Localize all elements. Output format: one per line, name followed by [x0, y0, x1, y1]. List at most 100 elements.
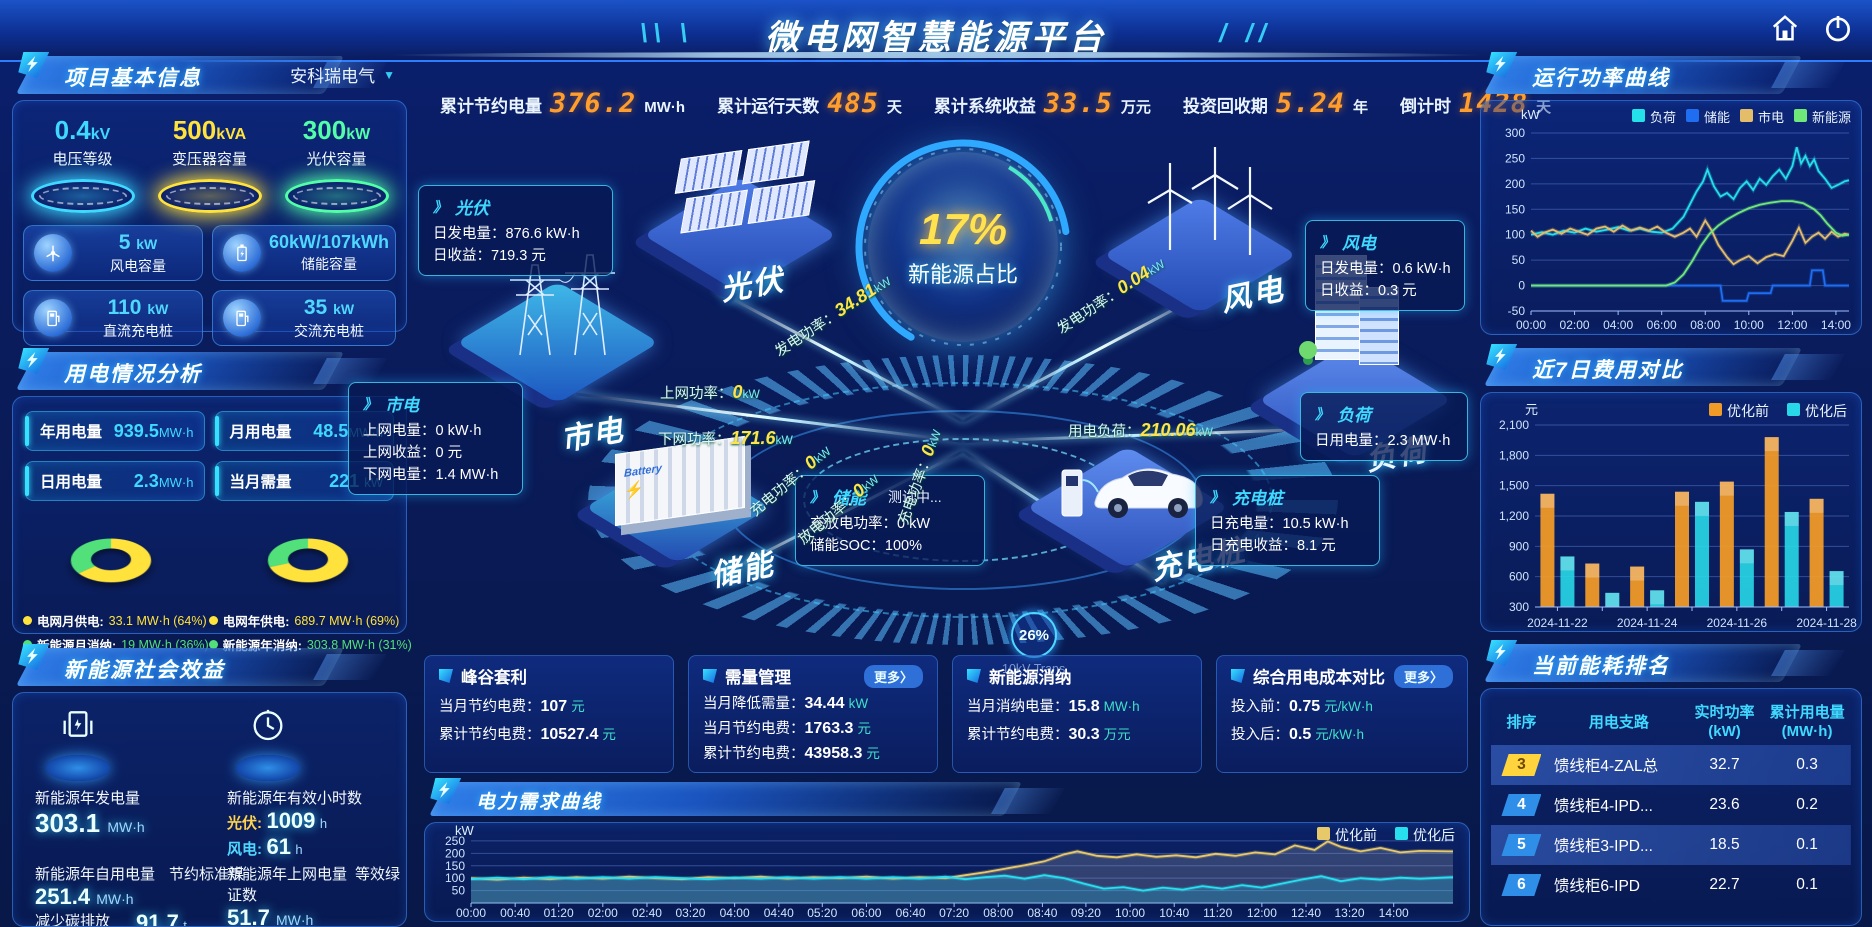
svg-text:04:00: 04:00: [720, 906, 750, 920]
panel-project-info: 项目基本信息 安科瑞电气 ▼ 0.4kV 电压等级 500kVA 变压器容量 3…: [12, 56, 407, 332]
self-use-item: 新能源年自用电量节约标准煤 251.4 MW·h 减少碳排放 176.1 t 9…: [35, 863, 244, 927]
power-legend: 负荷 储能 市电 新能源: [1632, 107, 1851, 126]
svg-text:2024-11-22: 2024-11-22: [1527, 616, 1588, 630]
y-axis-unit: 元: [1525, 399, 1538, 418]
svg-text:00:40: 00:40: [500, 906, 530, 920]
svg-text:10:00: 10:00: [1115, 906, 1145, 920]
hours-pedestal: [231, 707, 305, 781]
legend-item[interactable]: 新能源: [1794, 107, 1851, 126]
hours-wind: 风电: 61 h: [227, 834, 362, 860]
rank-badge: 5: [1501, 834, 1541, 856]
hours-label: 新能源年有效小时数: [227, 787, 362, 808]
demand-legend: 优化前 优化后: [1317, 825, 1455, 845]
panel-title: 近7日费用对比: [1532, 354, 1684, 384]
svg-text:900: 900: [1509, 539, 1529, 553]
kpi-system-income: 累计系统收益 33.5 万元: [918, 88, 1167, 119]
wind-turbine-icon: [34, 234, 72, 272]
svg-text:06:00: 06:00: [851, 906, 881, 920]
table-row[interactable]: 4 馈线柜4-IPD... 23.6 0.2: [1491, 785, 1851, 825]
svg-text:50: 50: [1512, 253, 1526, 267]
hours-pv: 光伏: 1009 h: [227, 808, 362, 834]
arrow-icon: 》: [363, 394, 377, 414]
company-dropdown[interactable]: 安科瑞电气 ▼: [290, 62, 395, 87]
legend-item[interactable]: 储能: [1686, 107, 1730, 126]
svg-text:14:00: 14:00: [1821, 318, 1851, 332]
svg-text:2024-11-28: 2024-11-28: [1796, 616, 1857, 630]
svg-text:600: 600: [1509, 570, 1529, 584]
svg-text:14:00: 14:00: [1379, 906, 1409, 920]
legend-item[interactable]: 优化后: [1395, 825, 1455, 845]
svg-text:200: 200: [1505, 177, 1525, 191]
top-bar: \\ \ 微电网智慧能源平台 / //: [0, 0, 1872, 62]
svg-text:300: 300: [1509, 600, 1529, 614]
panel-title: 当前能耗排名: [1532, 650, 1670, 680]
svg-text:12:00: 12:00: [1777, 318, 1807, 332]
svg-text:06:40: 06:40: [896, 906, 926, 920]
legend-item[interactable]: 优化前: [1317, 825, 1377, 845]
legend-item[interactable]: 市电: [1740, 107, 1784, 126]
glow-disc: [158, 179, 262, 213]
svg-text:2,100: 2,100: [1499, 419, 1529, 432]
legend-item[interactable]: 优化后: [1787, 401, 1847, 421]
svg-text:250: 250: [1505, 151, 1525, 165]
kpi-run-days: 累计运行天数 485 天: [701, 88, 918, 119]
battery-icon: [223, 234, 261, 272]
svg-text:00:00: 00:00: [456, 906, 486, 920]
wind-info-box: 》风电 日发电量：0.6 kW·h 日收益：0.3 元: [1305, 220, 1465, 311]
gen-label: 新能源年发电量: [35, 787, 145, 808]
y-axis-unit: kW: [1521, 107, 1540, 122]
more-button[interactable]: 更多〉: [1394, 665, 1453, 688]
table-row[interactable]: 6 馈线柜6-IPD 22.7 0.1: [1491, 865, 1851, 905]
svg-text:13:20: 13:20: [1335, 906, 1365, 920]
glow-disc: [285, 179, 389, 213]
svg-text:00:00: 00:00: [1516, 318, 1546, 332]
gauge-arcs: [852, 136, 1074, 358]
power-curve-chart: -50 0 50 100 150 200 250 300 00:00 02:00 04:00 06:0…: [1485, 125, 1857, 338]
kpi-saved-energy: 累计节约电量 376.2 MW·h: [424, 88, 701, 119]
svg-text:02:00: 02:00: [588, 906, 618, 920]
stat-year-usage: 年用电量 939.5MW·h: [25, 411, 205, 451]
solar-generation-icon: [58, 707, 98, 756]
home-icon[interactable]: [1770, 13, 1800, 43]
svg-text:05:20: 05:20: [807, 906, 837, 920]
table-row[interactable]: 5 馈线柜3-IPD... 18.5 0.1: [1491, 825, 1851, 865]
svg-text:04:00: 04:00: [1603, 318, 1633, 332]
card-wind-capacity: 5 kW 风电容量: [23, 225, 203, 281]
svg-text:12:40: 12:40: [1291, 906, 1321, 920]
panel-green-benefit: 新能源社会效益 新能源年发电量 303.1 MW·h 新能源年有效小时数 光伏:…: [12, 648, 407, 927]
rank-badge: 3: [1501, 754, 1541, 776]
pv-node-label: 光伏: [717, 255, 788, 309]
demand-curve-chart: 50 100 150 200 250 00:00 00:40 01:20 02:00 02:40 0…: [431, 825, 1463, 926]
legend-item[interactable]: 负荷: [1632, 107, 1676, 126]
flow-from-grid: 下网功率：171.6kW: [658, 428, 793, 449]
svg-text:10:00: 10:00: [1734, 318, 1764, 332]
pv-info-box: 》光伏 日发电量：876.6 kW·h 日收益：719.3 元: [418, 185, 613, 276]
svg-text:-50: -50: [1508, 304, 1526, 318]
svg-text:08:00: 08:00: [1690, 318, 1720, 332]
load-info-box: 》负荷 日用电量：2.3 MW·h: [1300, 392, 1468, 461]
table-row[interactable]: 3 馈线柜4-ZAL总 32.7 0.3: [1491, 745, 1851, 785]
svg-text:150: 150: [1505, 202, 1525, 216]
cost-compare-chart: 300 600 900 1,200 1,500 1,800 2,100 2024-11-22 2…: [1485, 419, 1857, 636]
flag-icon: [967, 669, 981, 683]
flag-icon: [439, 669, 453, 683]
legend-item[interactable]: 优化前: [1709, 401, 1769, 421]
battery-container-icon: Battery ⚡: [615, 445, 745, 517]
more-button[interactable]: 更多〉: [864, 665, 923, 688]
flow-to-grid: 上网功率：0kW: [660, 382, 760, 403]
svg-text:12:00: 12:00: [1247, 906, 1277, 920]
card-peak-valley: 峰谷套利 当月节约电费：107 元 累计节约电费：10527.4 元: [424, 655, 674, 773]
clock-icon: [248, 707, 288, 756]
svg-text:1,200: 1,200: [1499, 509, 1529, 523]
legend-grid-month: 电网月供电: 33.1 MW·h (64%): [23, 611, 209, 630]
svg-text:06:00: 06:00: [1647, 318, 1677, 332]
svg-text:0: 0: [1518, 279, 1525, 293]
svg-text:04:40: 04:40: [764, 906, 794, 920]
y-axis-unit: kW: [455, 823, 474, 838]
flow-load: 用电负荷：210.06kW: [1068, 420, 1213, 441]
panel-title: 运行功率曲线: [1532, 62, 1670, 92]
flag-icon: [1231, 669, 1245, 683]
stat-day-usage: 日用电量 2.3MW·h: [25, 461, 205, 501]
svg-text:100: 100: [445, 871, 465, 885]
power-icon[interactable]: [1822, 12, 1854, 44]
